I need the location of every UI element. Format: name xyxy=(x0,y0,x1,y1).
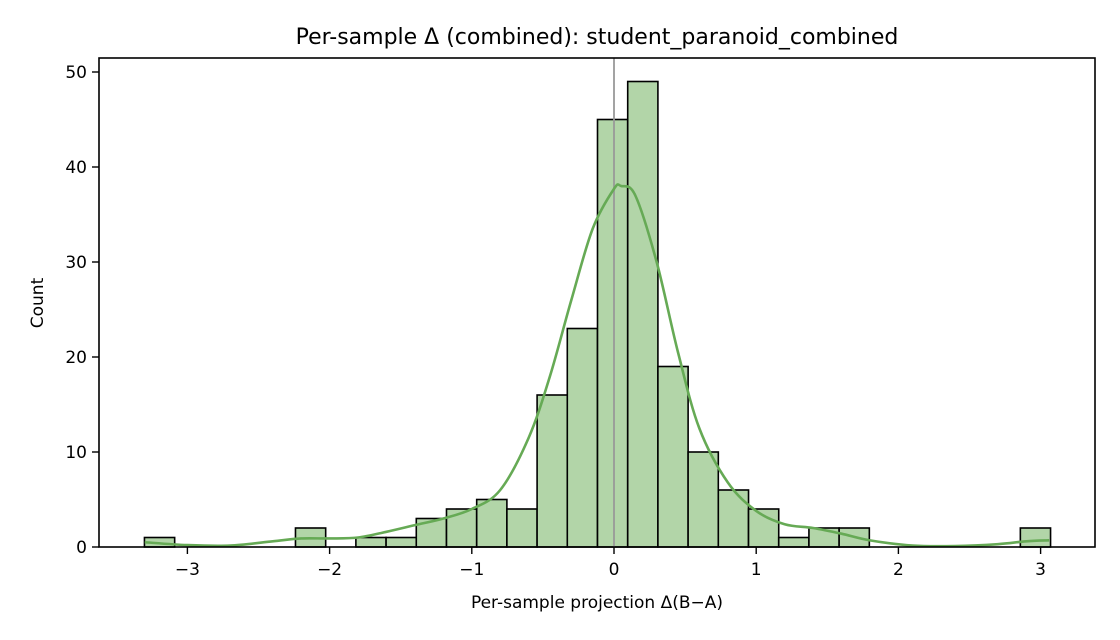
histogram-bar xyxy=(445,508,478,548)
kde-curve xyxy=(144,183,1050,548)
y-axis-ticks: 0 10 20 30 40 50 xyxy=(65,63,99,558)
y-axis-label: Count xyxy=(28,277,48,328)
x-tick-label: −2 xyxy=(317,560,342,580)
histogram-bar xyxy=(687,451,720,548)
x-tick-label: 3 xyxy=(1035,560,1046,580)
x-tick-label: 0 xyxy=(609,560,620,580)
histogram-bar xyxy=(1019,527,1052,548)
histogram-bar xyxy=(385,536,418,548)
histogram-bar xyxy=(475,498,508,548)
histogram-bar xyxy=(536,394,569,548)
histogram-bars xyxy=(143,80,1052,548)
y-tick-label: 50 xyxy=(65,63,87,83)
x-tick-label: 1 xyxy=(751,560,762,580)
histogram-bar xyxy=(596,118,629,548)
histogram-bar xyxy=(626,80,659,548)
y-tick-label: 20 xyxy=(65,348,87,368)
y-tick-label: 0 xyxy=(76,538,87,558)
histogram-bar xyxy=(506,508,538,548)
chart-title: Per-sample Δ (combined): student_paranoi… xyxy=(296,25,899,50)
histogram-bar xyxy=(657,365,689,548)
x-tick-label: −1 xyxy=(459,560,484,580)
histogram-bar xyxy=(717,489,750,548)
plot-frame xyxy=(98,57,1096,548)
x-axis-label: Per-sample projection Δ(B−A) xyxy=(471,593,723,613)
x-tick-label: −3 xyxy=(175,560,200,580)
y-tick-label: 10 xyxy=(65,443,87,463)
histogram-bar xyxy=(777,536,810,548)
histogram-bar xyxy=(355,536,387,548)
x-tick-label: 2 xyxy=(893,560,904,580)
y-tick-label: 40 xyxy=(65,158,87,178)
histogram-bar xyxy=(566,327,599,548)
x-axis-ticks: −3 −2 −1 0 1 2 3 xyxy=(175,547,1046,580)
y-tick-label: 30 xyxy=(65,253,87,273)
